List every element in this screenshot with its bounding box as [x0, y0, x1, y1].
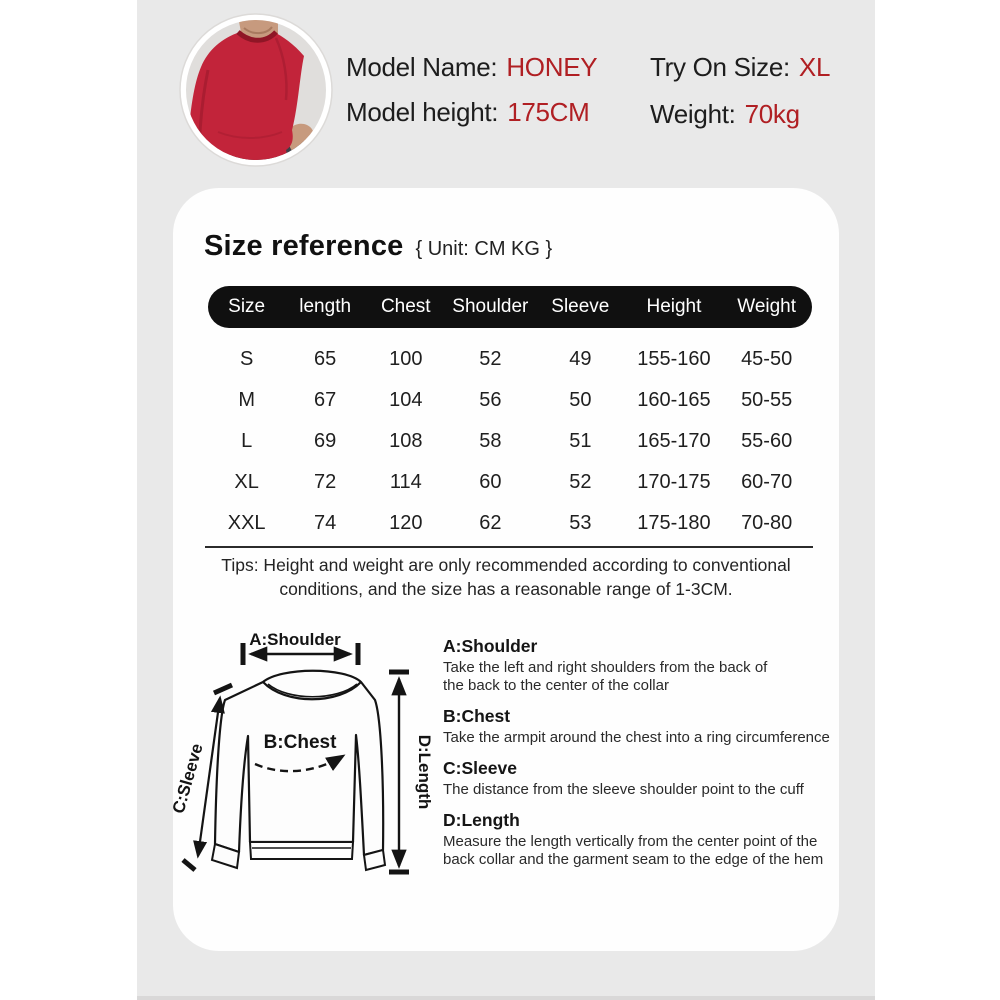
- table-cell: 165-170: [637, 430, 711, 452]
- model-name-value: HONEY: [506, 52, 598, 82]
- guide-title: A:Shoulder: [443, 636, 538, 656]
- table-cell: 120: [389, 512, 423, 534]
- table-cell: M: [238, 389, 255, 411]
- table-cell: 50: [569, 389, 592, 411]
- size-table: S 65 100 52 49 155-160 45-50 M 67 104 56…: [208, 332, 812, 544]
- table-row: S 65 100 52 49 155-160 45-50: [208, 339, 812, 380]
- table-cell: 60-70: [741, 471, 793, 493]
- model-photo: [178, 12, 334, 168]
- table-cell: S: [239, 348, 254, 370]
- guide-item-shoulder: A:Shoulder Take the left and right shoul…: [443, 636, 845, 695]
- table-cell: 51: [569, 430, 592, 452]
- tips-line: Tips: Height and weight are only recomme…: [221, 555, 791, 575]
- table-cell: 58: [479, 430, 502, 452]
- model-height-label: Model height:: [346, 97, 499, 127]
- table-cell: 53: [569, 512, 592, 534]
- column-header: Shoulder: [452, 296, 529, 317]
- model-height-value: 175CM: [507, 97, 590, 127]
- column-header: Sleeve: [551, 296, 610, 317]
- measure-guide: A:Shoulder Take the left and right shoul…: [443, 636, 845, 880]
- table-cell: 74: [314, 512, 337, 534]
- panel-bottom-edge: [137, 996, 875, 1000]
- table-cell: L: [241, 430, 253, 452]
- table-cell: 70-80: [741, 512, 793, 534]
- column-header: Height: [646, 296, 702, 317]
- table-underline: [205, 546, 813, 548]
- table-cell: 155-160: [637, 348, 711, 370]
- table-cell: 175-180: [637, 512, 711, 534]
- table-row: M 67 104 56 50 160-165 50-55: [208, 380, 812, 421]
- model-weight-label: Weight:: [650, 99, 736, 129]
- guide-item-chest: B:Chest Take the armpit around the chest…: [443, 706, 845, 747]
- table-cell: 170-175: [637, 471, 711, 493]
- table-cell: 56: [479, 389, 502, 411]
- guide-item-sleeve: C:Sleeve The distance from the sleeve sh…: [443, 758, 845, 799]
- page-title: Size reference: [204, 230, 404, 262]
- table-row: XXL 74 120 62 53 175-180 70-80: [208, 503, 812, 544]
- guide-item-length: D:Length Measure the length vertically f…: [443, 810, 845, 869]
- diagram-shoulder-label: A:Shoulder: [249, 630, 341, 649]
- column-header: Chest: [380, 296, 431, 317]
- table-cell: 60: [479, 471, 502, 493]
- table-cell: 100: [389, 348, 423, 370]
- measurement-diagram: A:Shoulder C:Sleeve B:Chest: [165, 622, 435, 880]
- diagram-chest-label: B:Chest: [264, 732, 338, 753]
- table-cell: 69: [314, 430, 337, 452]
- guide-title: C:Sleeve: [443, 758, 517, 778]
- column-header: length: [299, 296, 352, 317]
- table-cell: 49: [569, 348, 592, 370]
- sweatshirt-diagram: A:Shoulder C:Sleeve B:Chest: [169, 630, 434, 875]
- tips-line: conditions, and the size has a reasonabl…: [279, 579, 733, 599]
- table-cell: 55-60: [741, 430, 793, 452]
- try-on-size-label: Try On Size:: [650, 52, 790, 82]
- guide-title: D:Length: [443, 810, 520, 830]
- table-cell: 52: [569, 471, 592, 493]
- table-cell: XL: [234, 471, 259, 493]
- model-photo-image: [179, 13, 333, 167]
- model-height-line: Model height: 175CM: [346, 97, 590, 128]
- diagram-sleeve-label: C:Sleeve: [169, 741, 207, 815]
- card-title-row: Size reference { Unit: CM KG }: [204, 230, 552, 263]
- table-cell: 114: [389, 471, 422, 493]
- size-table-header: Size length Chest Shoulder Sleeve Height…: [208, 286, 812, 328]
- table-row: L 69 108 58 51 165-170 55-60: [208, 421, 812, 462]
- table-cell: 72: [314, 471, 337, 493]
- guide-text: Take the left and right shoulders from t…: [443, 659, 768, 676]
- table-cell: 67: [314, 389, 337, 411]
- table-cell: 108: [389, 430, 423, 452]
- diagram-length-label: D:Length: [415, 735, 434, 810]
- model-weight-value: 70kg: [744, 99, 800, 129]
- guide-title: B:Chest: [443, 706, 511, 726]
- unit-note: { Unit: CM KG }: [415, 238, 553, 260]
- model-weight-line: Weight: 70kg: [650, 99, 800, 130]
- table-cell: 50-55: [741, 389, 793, 411]
- table-cell: 160-165: [637, 389, 711, 411]
- table-cell: 45-50: [741, 348, 793, 370]
- column-header: Size: [228, 296, 266, 317]
- tips-note: Tips: Height and weight are only recomme…: [173, 553, 839, 601]
- model-name-line: Model Name: HONEY: [346, 52, 598, 83]
- table-cell: 62: [479, 512, 502, 534]
- guide-text: the back to the center of the collar: [443, 677, 669, 694]
- guide-text: The distance from the sleeve shoulder po…: [443, 781, 804, 798]
- table-cell: XXL: [227, 512, 266, 534]
- table-cell: 65: [314, 348, 337, 370]
- try-on-size-value: XL: [798, 52, 831, 82]
- guide-text: Measure the length vertically from the c…: [443, 833, 818, 850]
- try-on-size-line: Try On Size: XL: [650, 52, 830, 83]
- table-row: XL 72 114 60 52 170-175 60-70: [208, 462, 812, 503]
- guide-text: back collar and the garment seam to the …: [443, 851, 824, 868]
- table-cell: 52: [479, 348, 502, 370]
- table-cell: 104: [389, 389, 423, 411]
- model-name-label: Model Name:: [346, 52, 498, 82]
- guide-text: Take the armpit around the chest into a …: [443, 729, 830, 746]
- column-header: Weight: [737, 296, 797, 317]
